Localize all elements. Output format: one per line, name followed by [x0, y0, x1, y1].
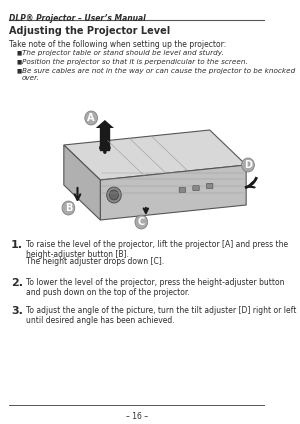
Circle shape	[110, 190, 118, 200]
Text: C: C	[138, 217, 145, 227]
Circle shape	[62, 201, 75, 215]
Text: The height adjuster drops down [C].: The height adjuster drops down [C].	[26, 257, 164, 266]
Text: Take note of the following when setting up the projector:: Take note of the following when setting …	[9, 40, 226, 49]
Text: ■: ■	[16, 50, 22, 55]
Text: To raise the level of the projector, lift the projector [A] and press the height: To raise the level of the projector, lif…	[26, 240, 288, 259]
FancyBboxPatch shape	[179, 187, 185, 192]
Text: 1.: 1.	[11, 240, 23, 250]
Text: Adjusting the Projector Level: Adjusting the Projector Level	[9, 26, 170, 36]
Text: A: A	[87, 113, 95, 123]
Text: D: D	[244, 160, 252, 170]
Text: ■: ■	[16, 68, 22, 73]
Circle shape	[242, 158, 254, 172]
Text: The projector table or stand should be level and sturdy.: The projector table or stand should be l…	[22, 50, 224, 56]
Polygon shape	[96, 120, 114, 128]
Circle shape	[107, 187, 121, 203]
Text: ■: ■	[16, 59, 22, 64]
Text: – 16 –: – 16 –	[126, 412, 148, 421]
Polygon shape	[100, 165, 246, 220]
Text: DLP® Projector – User’s Manual: DLP® Projector – User’s Manual	[9, 14, 146, 23]
FancyBboxPatch shape	[206, 184, 213, 189]
Circle shape	[135, 215, 148, 229]
Text: 3.: 3.	[11, 306, 23, 316]
Circle shape	[85, 111, 98, 125]
Text: B: B	[65, 203, 72, 213]
FancyBboxPatch shape	[193, 186, 199, 190]
Text: Be sure cables are not in the way or can cause the projector to be knocked over.: Be sure cables are not in the way or can…	[22, 68, 295, 81]
Text: Position the projector so that it is perpendicular to the screen.: Position the projector so that it is per…	[22, 59, 248, 65]
Text: To adjust the angle of the picture, turn the tilt adjuster [D] right or left unt: To adjust the angle of the picture, turn…	[26, 306, 296, 325]
Text: To lower the level of the projector, press the height-adjuster button and push d: To lower the level of the projector, pre…	[26, 278, 284, 297]
Text: 2.: 2.	[11, 278, 23, 288]
Polygon shape	[64, 130, 246, 180]
Polygon shape	[64, 145, 100, 220]
